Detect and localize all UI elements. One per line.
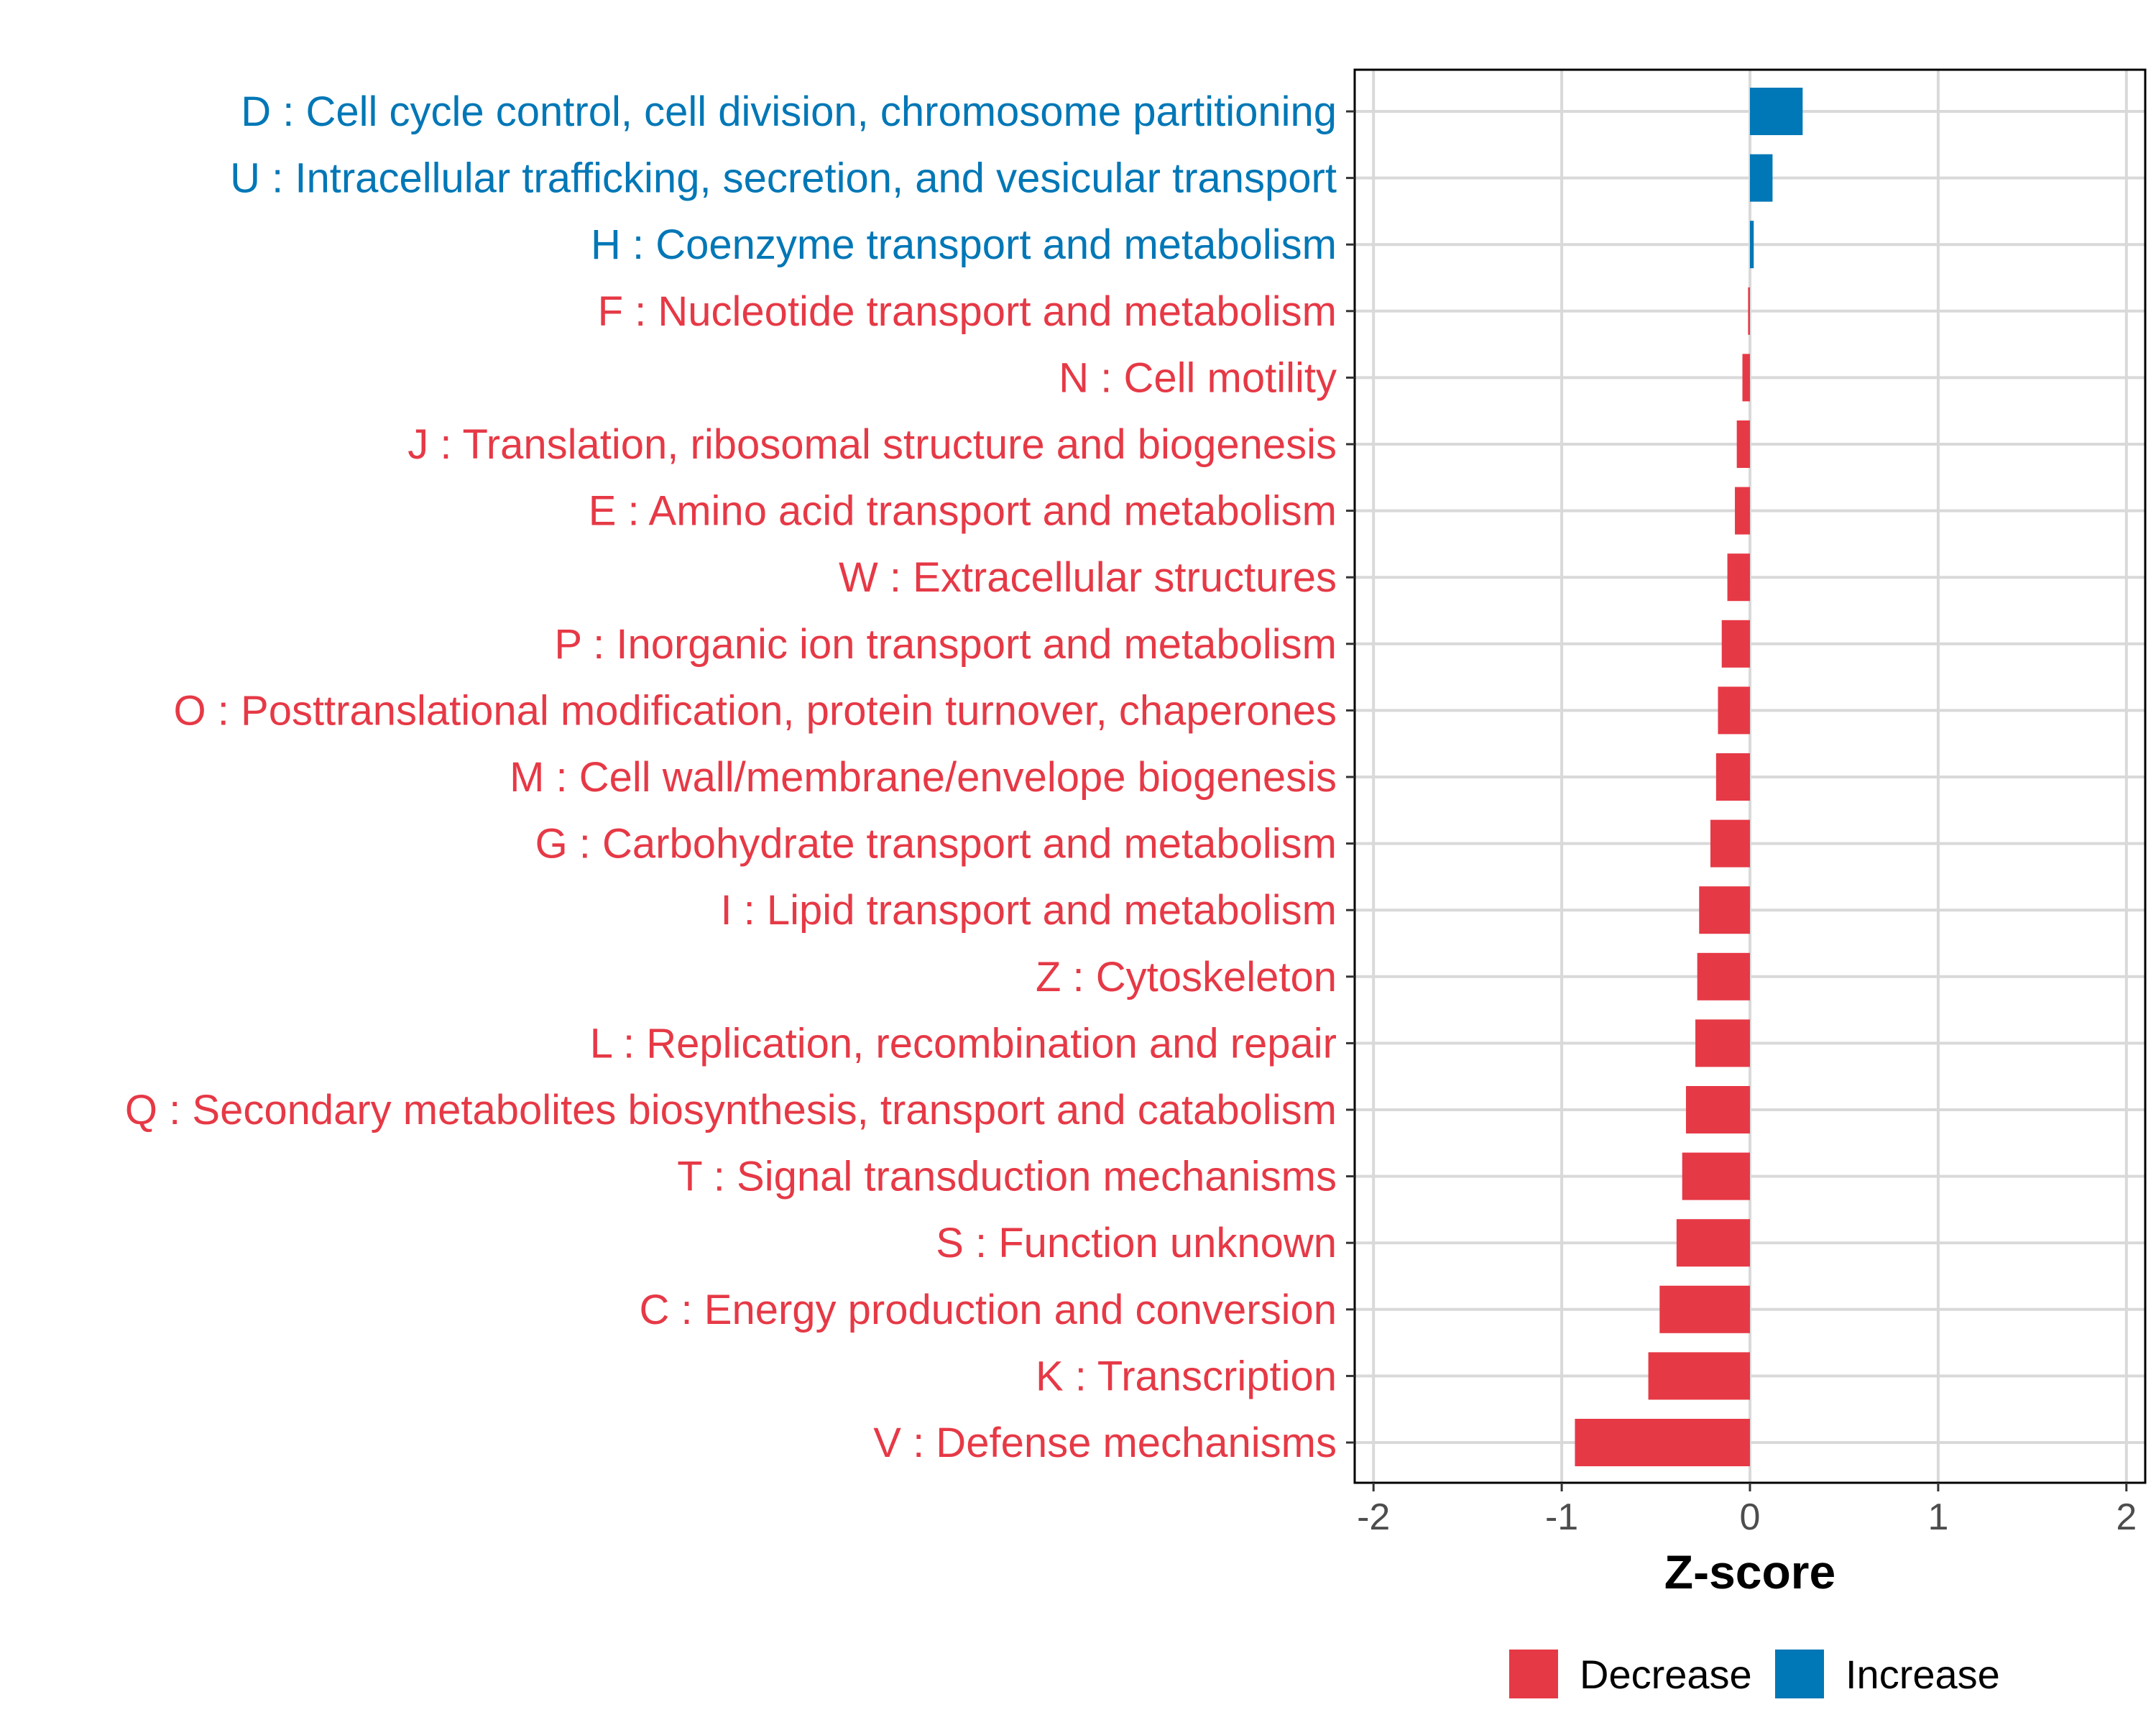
category-label: D : Cell cycle control, cell division, c… (241, 88, 1337, 135)
bar (1735, 487, 1750, 535)
bar (1718, 686, 1750, 735)
x-axis: -2 -1 0 1 2 (1357, 1483, 2137, 1538)
legend-item: Increase (1775, 1650, 2000, 1698)
y-axis: D : Cell cycle control, cell division, c… (125, 88, 1355, 1466)
legend-swatch (1775, 1650, 1824, 1698)
category-label: W : Extracellular structures (839, 554, 1337, 601)
category-label: T : Signal transduction mechanisms (677, 1154, 1337, 1200)
x-tick-label: 2 (2116, 1496, 2137, 1538)
category-label: K : Transcription (1036, 1353, 1337, 1399)
legend: Decrease Increase (1509, 1650, 2000, 1698)
bar (1748, 287, 1750, 335)
category-label: Z : Cytoskeleton (1036, 954, 1337, 1000)
category-label: M : Cell wall/membrane/envelope biogenes… (510, 754, 1337, 801)
category-label: Q : Secondary metabolites biosynthesis, … (125, 1087, 1337, 1133)
category-label: N : Cell motility (1059, 354, 1337, 401)
x-tick-label: -1 (1545, 1496, 1578, 1538)
bar (1699, 886, 1750, 934)
category-label: V : Defense mechanisms (873, 1420, 1337, 1466)
category-label: P : Inorganic ion transport and metaboli… (554, 621, 1337, 668)
bar (1697, 952, 1750, 1000)
bar (1710, 819, 1750, 868)
x-axis-title: Z-score (1664, 1545, 1835, 1598)
category-label: E : Amino acid transport and metabolism (589, 488, 1337, 535)
bar (1695, 1019, 1750, 1067)
bar (1736, 420, 1750, 468)
bar (1750, 88, 1803, 135)
category-label: G : Carbohydrate transport and metabolis… (535, 821, 1337, 868)
category-label: C : Energy production and conversion (640, 1287, 1337, 1333)
category-label: S : Function unknown (936, 1220, 1337, 1266)
legend-item: Decrease (1509, 1650, 1752, 1698)
x-tick-label: 1 (1927, 1496, 1948, 1538)
category-label: O : Posttranslational modification, prot… (174, 687, 1337, 734)
x-tick-label: -2 (1357, 1496, 1390, 1538)
category-label: U : Intracellular trafficking, secretion… (230, 155, 1337, 202)
bar (1648, 1352, 1750, 1400)
bar (1727, 553, 1750, 602)
bars (1575, 88, 1803, 1466)
bar (1682, 1152, 1750, 1200)
category-label: H : Coenzyme transport and metabolism (591, 221, 1337, 268)
bar (1676, 1219, 1750, 1267)
legend-swatch (1509, 1650, 1558, 1698)
bar (1715, 753, 1750, 801)
category-label: L : Replication, recombination and repai… (590, 1020, 1337, 1067)
category-label: F : Nucleotide transport and metabolism (598, 288, 1337, 335)
category-label: J : Translation, ribosomal structure and… (407, 421, 1337, 468)
bar (1721, 620, 1750, 668)
bar (1742, 354, 1750, 402)
bar (1685, 1086, 1750, 1133)
x-tick-label: 0 (1740, 1496, 1761, 1538)
bar (1750, 221, 1754, 269)
legend-label: Decrease (1580, 1652, 1752, 1697)
bar (1750, 154, 1773, 202)
legend-label: Increase (1846, 1652, 2000, 1697)
bar (1575, 1419, 1750, 1466)
bar (1659, 1285, 1750, 1333)
category-label: I : Lipid transport and metabolism (720, 887, 1337, 934)
